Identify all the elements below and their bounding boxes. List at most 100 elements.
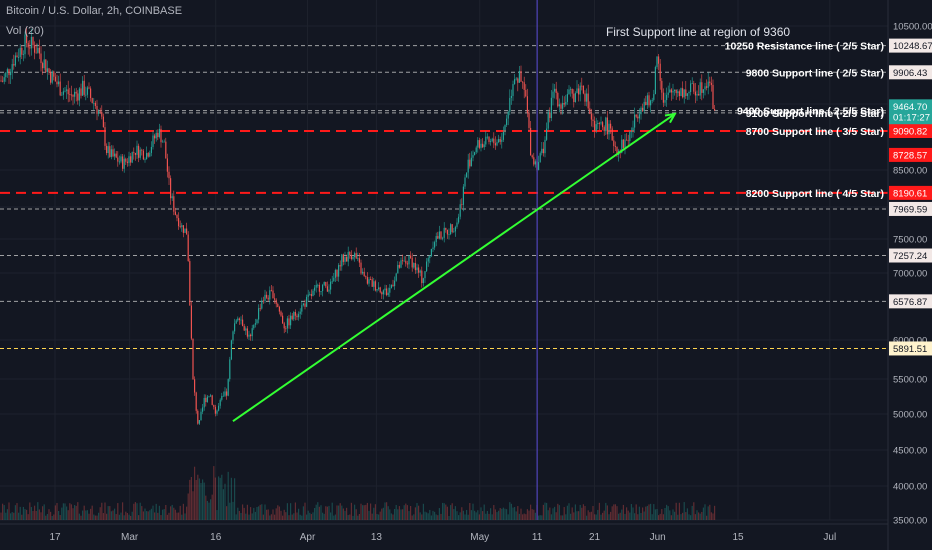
- candle-body: [195, 392, 197, 411]
- volume-bar: [584, 505, 586, 520]
- candle-body: [178, 218, 180, 227]
- volume-bar: [85, 510, 87, 520]
- volume-bar: [56, 502, 58, 520]
- volume-bar: [422, 503, 424, 520]
- candle-body: [237, 318, 239, 321]
- symbol-title[interactable]: Bitcoin / U.S. Dollar, 2h, COINBASE: [6, 5, 183, 17]
- trendline-line[interactable]: [232, 113, 676, 423]
- candle-body: [272, 290, 274, 299]
- annotation-text[interactable]: First Support line at region of 9360: [606, 25, 790, 39]
- volume-bar: [502, 507, 504, 520]
- candle-body: [155, 132, 157, 139]
- volume-bar: [482, 511, 484, 520]
- volume-bar: [352, 515, 354, 520]
- candle-body: [621, 139, 623, 153]
- candle-body: [579, 85, 581, 95]
- volume-bar: [438, 508, 440, 520]
- trendline-arrow[interactable]: [664, 112, 677, 124]
- volume-bar: [117, 503, 119, 520]
- volume-bar: [26, 509, 28, 520]
- level-label: 8200 Support line ( 4/5 Star): [746, 188, 884, 200]
- volume-bar: [341, 505, 343, 520]
- candle-body: [346, 257, 348, 262]
- volume-bar: [222, 489, 224, 520]
- candle-body: [653, 94, 655, 100]
- volume-bar: [330, 512, 332, 520]
- candle-body: [310, 294, 312, 297]
- volume-bar: [350, 502, 352, 520]
- candle-body: [18, 57, 20, 58]
- volume-bar: [99, 507, 101, 520]
- volume-indicator-label[interactable]: Vol (20): [6, 25, 44, 37]
- volume-bar: [130, 515, 132, 520]
- candle-body: [688, 92, 690, 94]
- candle-body: [456, 222, 458, 227]
- volume-bar: [46, 513, 48, 520]
- volume-bar: [666, 504, 668, 520]
- candle-body: [461, 204, 463, 206]
- time-axis[interactable]: 17 Mar 16 Apr 13 May 11 21 Jun 15 Jul: [0, 523, 888, 543]
- volume-bar: [107, 506, 109, 520]
- volume-bar: [123, 515, 125, 520]
- volume-bar: [138, 515, 140, 520]
- volume-bar: [674, 511, 676, 520]
- volume-bar: [165, 504, 167, 520]
- volume-bar: [592, 505, 594, 520]
- volume-bar: [552, 508, 554, 520]
- volume-bar: [170, 506, 172, 520]
- volume-bar: [651, 514, 653, 520]
- candle-body: [66, 89, 68, 91]
- candle-body: [402, 260, 404, 262]
- candle-body: [611, 128, 613, 141]
- volume-bar: [334, 514, 336, 520]
- candle-body: [710, 83, 712, 85]
- volume-bar: [445, 504, 447, 520]
- volume-bar: [669, 510, 671, 520]
- volume-bar: [374, 504, 376, 520]
- volume-bar: [600, 514, 602, 520]
- volume-bar: [34, 505, 36, 520]
- volume-bar: [269, 515, 271, 520]
- volume-bar: [442, 502, 444, 520]
- candle-body: [83, 80, 85, 95]
- volume-bar: [586, 515, 588, 520]
- volume-bar: [621, 509, 623, 520]
- candle-body: [242, 319, 244, 326]
- candle-body: [296, 315, 298, 318]
- volume-bar: [38, 509, 40, 520]
- candle-body: [157, 132, 159, 138]
- volume-bar: [557, 503, 559, 520]
- volume-bar: [0, 512, 2, 520]
- candle-body: [445, 227, 447, 230]
- volume-bar: [272, 509, 274, 520]
- candle-body: [168, 171, 170, 179]
- candle-body: [192, 338, 194, 380]
- candle-body: [290, 315, 292, 326]
- volume-bar: [440, 513, 442, 520]
- candle-body: [322, 284, 324, 292]
- volume-bar: [523, 513, 525, 520]
- trendline[interactable]: [232, 112, 677, 423]
- candle-body: [11, 64, 13, 73]
- volume-bar: [547, 510, 549, 520]
- candle-body: [451, 224, 453, 232]
- candle-body: [410, 255, 412, 258]
- volume-bar: [154, 512, 156, 520]
- volume-bar: [136, 503, 138, 520]
- volume-bar: [418, 505, 420, 520]
- volume-bar: [430, 515, 432, 520]
- candle-body: [392, 284, 394, 287]
- volume-bar: [128, 514, 130, 520]
- candle-body: [325, 281, 327, 287]
- price-axis[interactable]: 10500.009500.008500.008000.007500.007000…: [887, 0, 932, 550]
- volume-bar: [365, 504, 367, 520]
- volume-bar: [448, 515, 450, 520]
- candle-body: [598, 122, 600, 124]
- volume-bar: [459, 512, 461, 520]
- volume-bar: [702, 507, 704, 520]
- candle-body: [541, 148, 543, 154]
- candle-body: [349, 251, 351, 256]
- volume-bar: [362, 505, 364, 520]
- candle-body: [576, 88, 578, 94]
